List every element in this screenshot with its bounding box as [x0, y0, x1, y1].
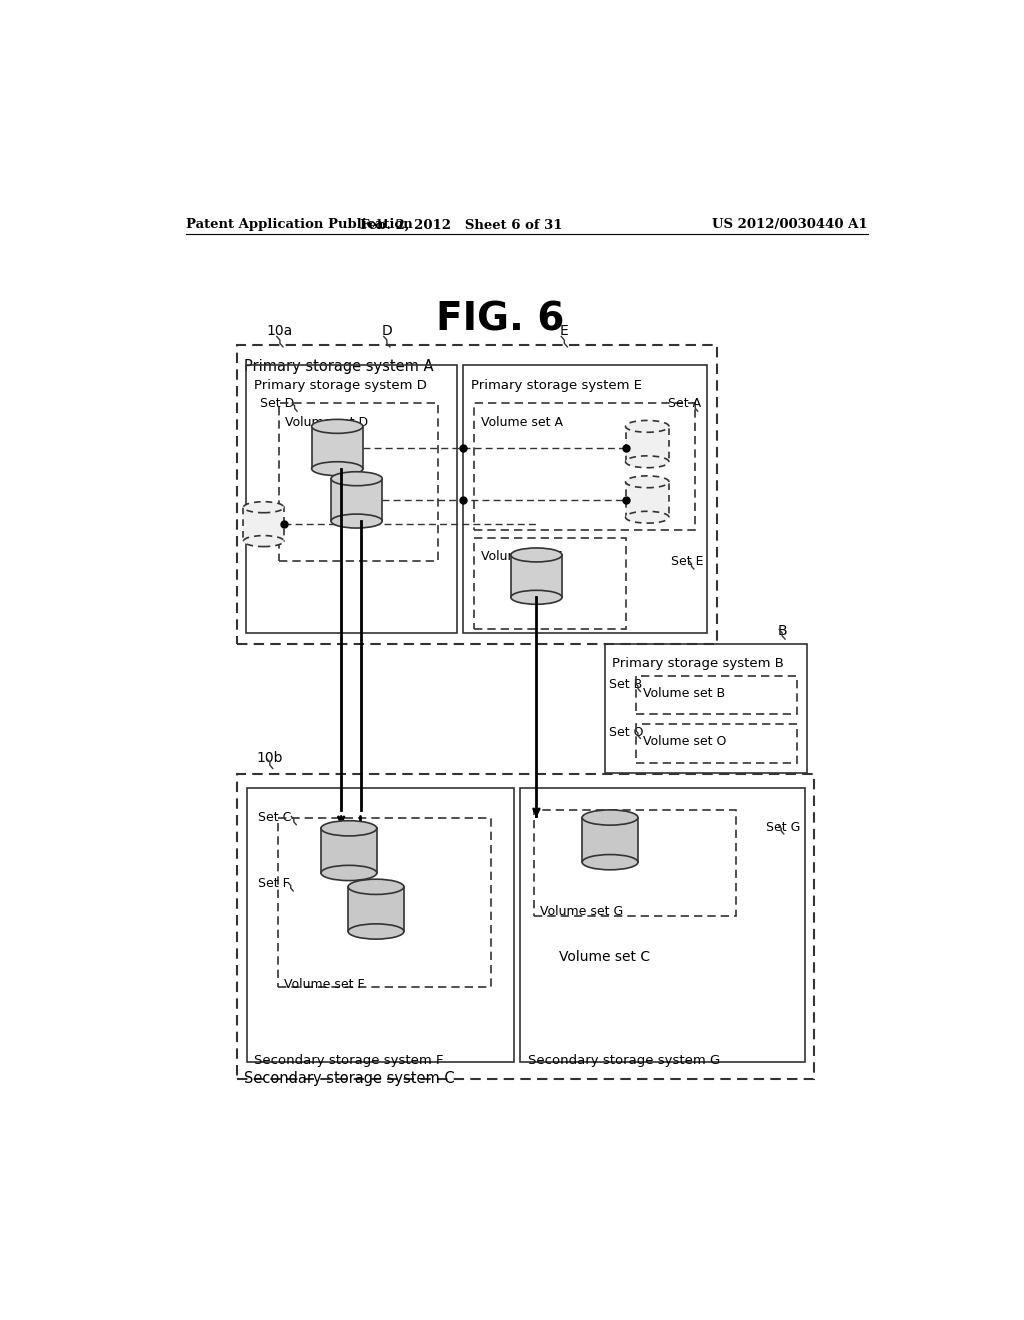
Ellipse shape	[321, 866, 377, 880]
Text: D: D	[382, 323, 392, 338]
Text: E2: E2	[639, 496, 655, 510]
Text: Set D: Set D	[260, 397, 294, 411]
Text: D3: D3	[255, 523, 272, 536]
Text: Volume set A: Volume set A	[480, 416, 562, 429]
Text: Primary storage system D: Primary storage system D	[254, 379, 426, 392]
Text: 10a: 10a	[267, 323, 293, 338]
Bar	[348, 887, 403, 932]
Text: Volume set E: Volume set E	[480, 550, 562, 564]
Ellipse shape	[511, 548, 562, 562]
Bar	[237, 345, 717, 644]
Bar	[636, 676, 797, 714]
Text: D2: D2	[347, 500, 366, 513]
Text: Set A: Set A	[668, 397, 700, 411]
Text: Feb. 2, 2012   Sheet 6 of 31: Feb. 2, 2012 Sheet 6 of 31	[360, 218, 562, 231]
Text: Secondary storage system F: Secondary storage system F	[254, 1053, 443, 1067]
Text: Secondary storage system G: Secondary storage system G	[528, 1053, 720, 1067]
Ellipse shape	[244, 536, 284, 546]
Bar	[636, 725, 797, 763]
Ellipse shape	[626, 477, 669, 487]
Bar	[311, 426, 362, 469]
Text: Set C: Set C	[258, 812, 292, 825]
Text: Volume set O: Volume set O	[643, 735, 726, 748]
Ellipse shape	[321, 821, 377, 836]
Bar	[244, 507, 284, 541]
Text: Patent Application Publication: Patent Application Publication	[186, 218, 413, 231]
Ellipse shape	[311, 420, 362, 433]
Text: US 2012/0030440 A1: US 2012/0030440 A1	[713, 218, 868, 231]
Text: F1: F1	[340, 849, 357, 863]
Ellipse shape	[583, 810, 638, 825]
Ellipse shape	[583, 854, 638, 870]
Bar	[247, 788, 514, 1061]
Ellipse shape	[626, 511, 669, 523]
Bar	[535, 810, 735, 916]
Bar	[321, 829, 377, 873]
Bar	[511, 554, 562, 598]
Text: Volume set G: Volume set G	[541, 906, 624, 919]
Text: Set E: Set E	[671, 554, 703, 568]
Text: E1: E1	[639, 441, 655, 454]
Text: Primary storage system E: Primary storage system E	[471, 379, 642, 392]
Text: FIG. 6: FIG. 6	[436, 301, 564, 339]
Bar	[474, 404, 695, 531]
Bar	[626, 426, 669, 462]
Ellipse shape	[511, 590, 562, 605]
Ellipse shape	[331, 513, 382, 528]
Text: E: E	[560, 323, 568, 338]
Bar	[237, 775, 814, 1078]
Bar	[626, 482, 669, 517]
Ellipse shape	[348, 879, 403, 895]
Bar	[280, 404, 438, 561]
Text: Primary storage system A: Primary storage system A	[245, 359, 434, 374]
Bar	[605, 644, 807, 774]
Ellipse shape	[348, 924, 403, 939]
Bar	[583, 817, 638, 862]
Text: Volume set D: Volume set D	[286, 416, 369, 429]
Text: 10b: 10b	[257, 751, 283, 766]
Text: Volume set C: Volume set C	[559, 950, 650, 964]
Text: B: B	[777, 624, 786, 639]
Bar	[278, 817, 490, 987]
Ellipse shape	[626, 421, 669, 432]
Bar	[246, 364, 457, 632]
Text: Set G: Set G	[766, 821, 801, 834]
Ellipse shape	[244, 502, 284, 512]
Ellipse shape	[331, 471, 382, 486]
Text: D1: D1	[328, 447, 346, 461]
Text: Secondary storage system C: Secondary storage system C	[245, 1071, 455, 1086]
Text: F2: F2	[368, 907, 385, 923]
Text: G1: G1	[600, 838, 621, 853]
Text: Set O: Set O	[609, 726, 644, 739]
Text: E3: E3	[528, 576, 545, 589]
Text: Volume set F: Volume set F	[284, 978, 365, 991]
Ellipse shape	[311, 462, 362, 475]
Ellipse shape	[626, 455, 669, 467]
Text: Set B: Set B	[609, 678, 642, 692]
Text: Set F: Set F	[258, 876, 290, 890]
Bar	[474, 539, 626, 628]
Text: Volume set B: Volume set B	[643, 686, 725, 700]
Bar	[331, 479, 382, 521]
Bar	[520, 788, 805, 1061]
Text: Primary storage system B: Primary storage system B	[611, 657, 783, 671]
Bar	[463, 364, 707, 632]
